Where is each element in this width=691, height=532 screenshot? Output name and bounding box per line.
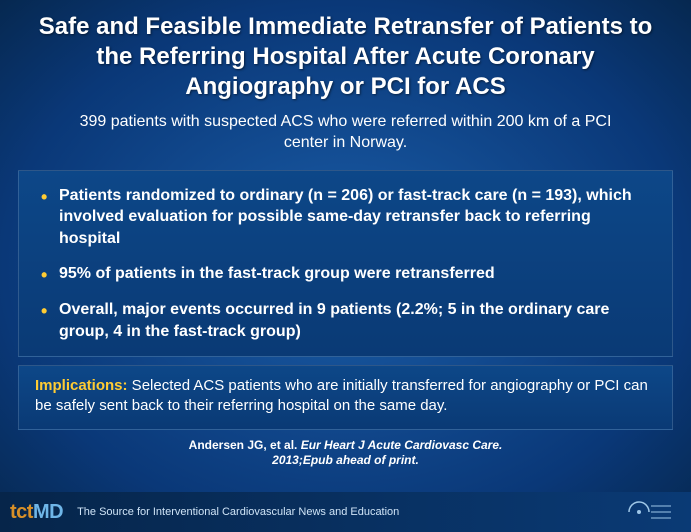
citation-authors: Andersen JG, et al. (189, 438, 301, 452)
list-item: Overall, major events occurred in 9 pati… (37, 299, 654, 342)
slide: Safe and Feasible Immediate Retransfer o… (0, 0, 691, 532)
footer-bar: tctMD The Source for Interventional Card… (0, 492, 691, 532)
implications-panel: Implications: Selected ACS patients who … (18, 365, 673, 430)
bullets-panel: Patients randomized to ordinary (n = 206… (18, 170, 673, 358)
list-item: 95% of patients in the fast-track group … (37, 263, 654, 285)
implications-text: Selected ACS patients who are initially … (35, 377, 648, 414)
logo-part1: tct (10, 501, 33, 523)
list-item: Patients randomized to ordinary (n = 206… (37, 185, 654, 250)
citation-rest: 2013;Epub ahead of print. (272, 453, 419, 467)
implications-label: Implications: (35, 377, 128, 394)
footer-tagline: The Source for Interventional Cardiovasc… (77, 506, 621, 518)
bullet-list: Patients randomized to ordinary (n = 206… (37, 185, 654, 343)
citation-journal: Eur Heart J Acute Cardiovasc Care. (301, 438, 503, 452)
citation: Andersen JG, et al. Eur Heart J Acute Ca… (0, 438, 691, 469)
crf-logo-icon (621, 498, 681, 526)
logo-part2: MD (33, 501, 63, 523)
tctmd-logo: tctMD (10, 501, 63, 524)
slide-title: Safe and Feasible Immediate Retransfer o… (0, 0, 691, 108)
slide-subtitle: 399 patients with suspected ACS who were… (0, 108, 691, 164)
